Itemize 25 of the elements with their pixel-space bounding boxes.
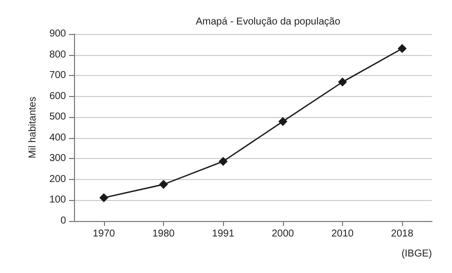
point xyxy=(338,77,347,86)
y-tick-label: 100 xyxy=(49,194,66,206)
x-tick-label: 2000 xyxy=(272,228,294,240)
x-tick-label: 1980 xyxy=(152,228,176,240)
point xyxy=(218,156,228,166)
y-tick-label: 0 xyxy=(60,216,66,226)
y-tick-label: 600 xyxy=(49,90,66,102)
y-tick-label: 500 xyxy=(49,112,66,123)
point xyxy=(159,180,168,189)
y-tick-label: 700 xyxy=(49,70,66,82)
y-tick-label: 300 xyxy=(49,153,66,164)
y-tick-label: 900 xyxy=(49,28,66,40)
y-tick-label: 800 xyxy=(49,49,66,60)
x-tick-label: 2010 xyxy=(331,228,354,240)
x-tick-label: 1970 xyxy=(92,228,116,240)
y-tick-label: 200 xyxy=(49,174,66,185)
y-axis-title: Mil habitantes xyxy=(28,96,38,158)
x-tick-label: 1991 xyxy=(212,228,235,240)
point xyxy=(99,193,108,202)
x-tick-label: 2018 xyxy=(391,228,414,240)
point xyxy=(398,44,407,54)
text: (IBGE) xyxy=(401,248,432,260)
point xyxy=(278,116,288,126)
chart-title: Amapá - Evolução da população xyxy=(196,16,341,28)
y-tick-label: 400 xyxy=(49,132,66,144)
